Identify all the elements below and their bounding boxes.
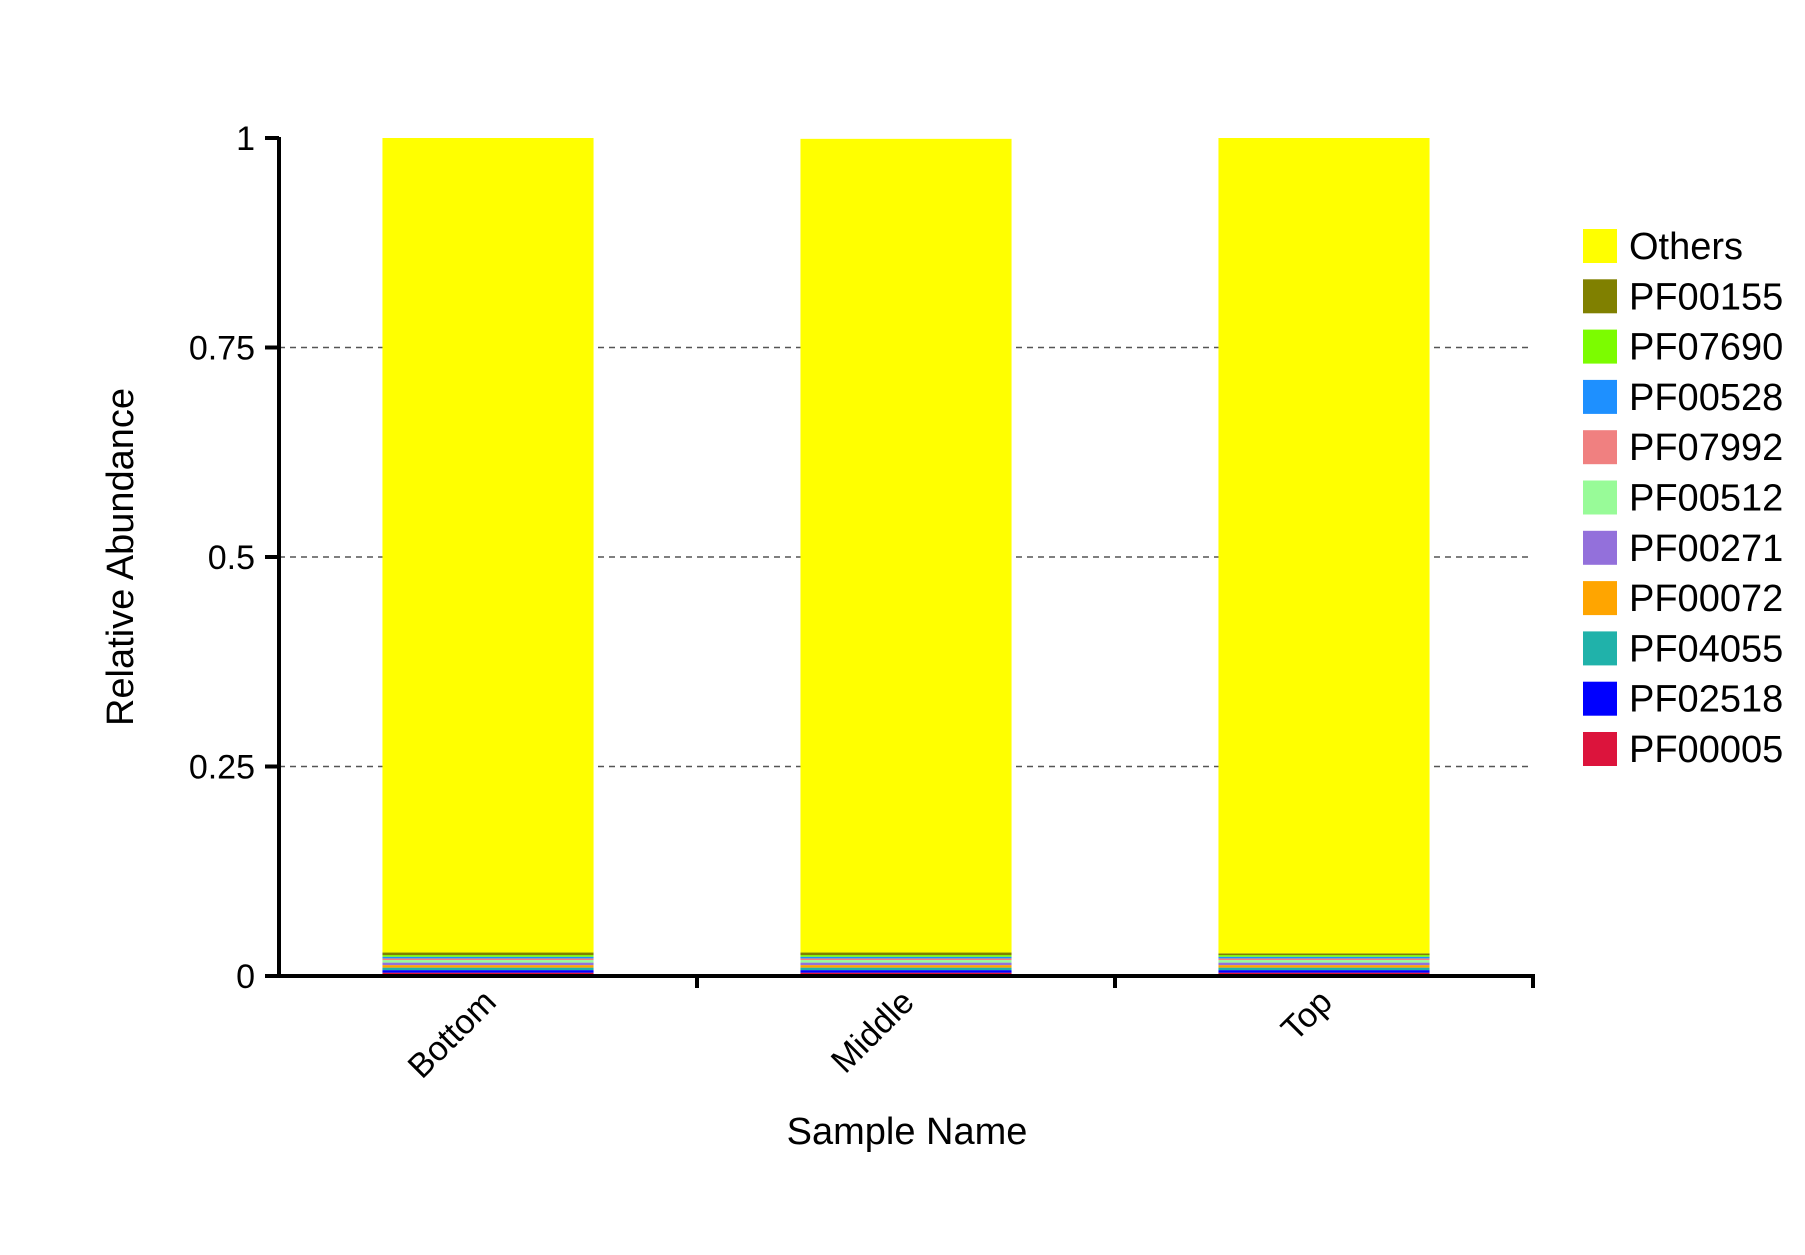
bar-segment	[1218, 955, 1430, 957]
bar-segment	[1218, 967, 1430, 971]
bar-segment	[800, 955, 1012, 957]
bar-segment	[382, 138, 594, 953]
y-axis-title: Relative Abundance	[100, 388, 142, 726]
legend-label: PF07690	[1629, 327, 1783, 369]
legend-label: PF04055	[1629, 628, 1783, 670]
legend-swatch	[1583, 581, 1617, 616]
legend-swatch	[1583, 631, 1617, 666]
x-ticks: Bottom Middle Top	[401, 976, 1535, 1086]
legend-label: PF02518	[1629, 679, 1783, 721]
legend-swatch	[1583, 681, 1617, 716]
bar-segment	[382, 955, 594, 957]
bar-segment	[1218, 960, 1430, 963]
x-axis-title: Sample Name	[787, 1111, 1028, 1153]
bar-segment	[1218, 970, 1430, 973]
legend-swatch	[1583, 329, 1617, 364]
legend-label: PF00271	[1629, 528, 1783, 570]
bar-segment	[382, 952, 594, 956]
bar-segment	[1218, 138, 1430, 954]
bar-segment	[382, 962, 594, 966]
x-tick-label: Top	[1274, 983, 1340, 1049]
legend-label: PF00512	[1629, 478, 1783, 520]
bar-segment	[1218, 965, 1430, 968]
y-ticks: 0 0.25 0.5 0.75 1	[189, 120, 279, 996]
bar-segment	[800, 952, 1012, 956]
bar-segment	[800, 965, 1012, 968]
y-tick-label: 0.5	[208, 539, 255, 577]
bars	[382, 138, 1430, 976]
legend-swatch	[1583, 430, 1617, 465]
bar-segment	[382, 956, 594, 959]
legend-label: Others	[1629, 226, 1743, 268]
bar-segment	[382, 967, 594, 971]
bar-segment	[800, 956, 1012, 959]
y-tick-label: 0	[236, 958, 255, 996]
legend-label: PF07992	[1629, 427, 1783, 469]
legend-label: PF00005	[1629, 729, 1783, 771]
x-tick-label: Bottom	[401, 983, 504, 1086]
bar-segment	[1218, 962, 1430, 966]
bar-segment	[1218, 953, 1430, 956]
bar-segment	[382, 960, 594, 963]
y-tick-label: 1	[236, 120, 255, 158]
legend-swatch	[1583, 530, 1617, 565]
legend: Others PF00155 PF07690 PF00528 PF07992 PF0051…	[1583, 226, 1783, 771]
legend-swatch	[1583, 732, 1617, 766]
bar-segment	[382, 970, 594, 973]
legend-label: PF00528	[1629, 377, 1783, 419]
bar-segment	[1218, 958, 1430, 961]
legend-swatch	[1583, 229, 1617, 263]
y-tick-label: 0.25	[189, 749, 255, 787]
bar-segment	[800, 967, 1012, 971]
legend-swatch	[1583, 379, 1617, 414]
legend-swatch	[1583, 480, 1617, 515]
bar-segment	[800, 962, 1012, 966]
legend-label: PF00155	[1629, 276, 1783, 318]
bar-segment	[1218, 956, 1430, 959]
legend-label: PF00072	[1629, 578, 1783, 620]
bar-segment	[800, 970, 1012, 973]
bar-segment	[800, 138, 1012, 953]
bar-segment	[382, 958, 594, 961]
legend-swatch	[1583, 279, 1617, 314]
bar-segment	[382, 965, 594, 968]
bar-segment	[800, 960, 1012, 963]
x-tick-label: Middle	[824, 983, 922, 1081]
y-tick-label: 0.75	[189, 330, 255, 368]
bar-segment	[800, 958, 1012, 961]
